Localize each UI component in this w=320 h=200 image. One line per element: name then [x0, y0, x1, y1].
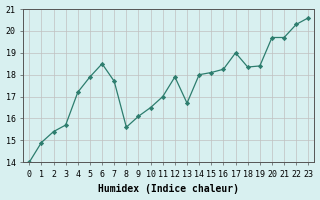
X-axis label: Humidex (Indice chaleur): Humidex (Indice chaleur) — [98, 184, 239, 194]
